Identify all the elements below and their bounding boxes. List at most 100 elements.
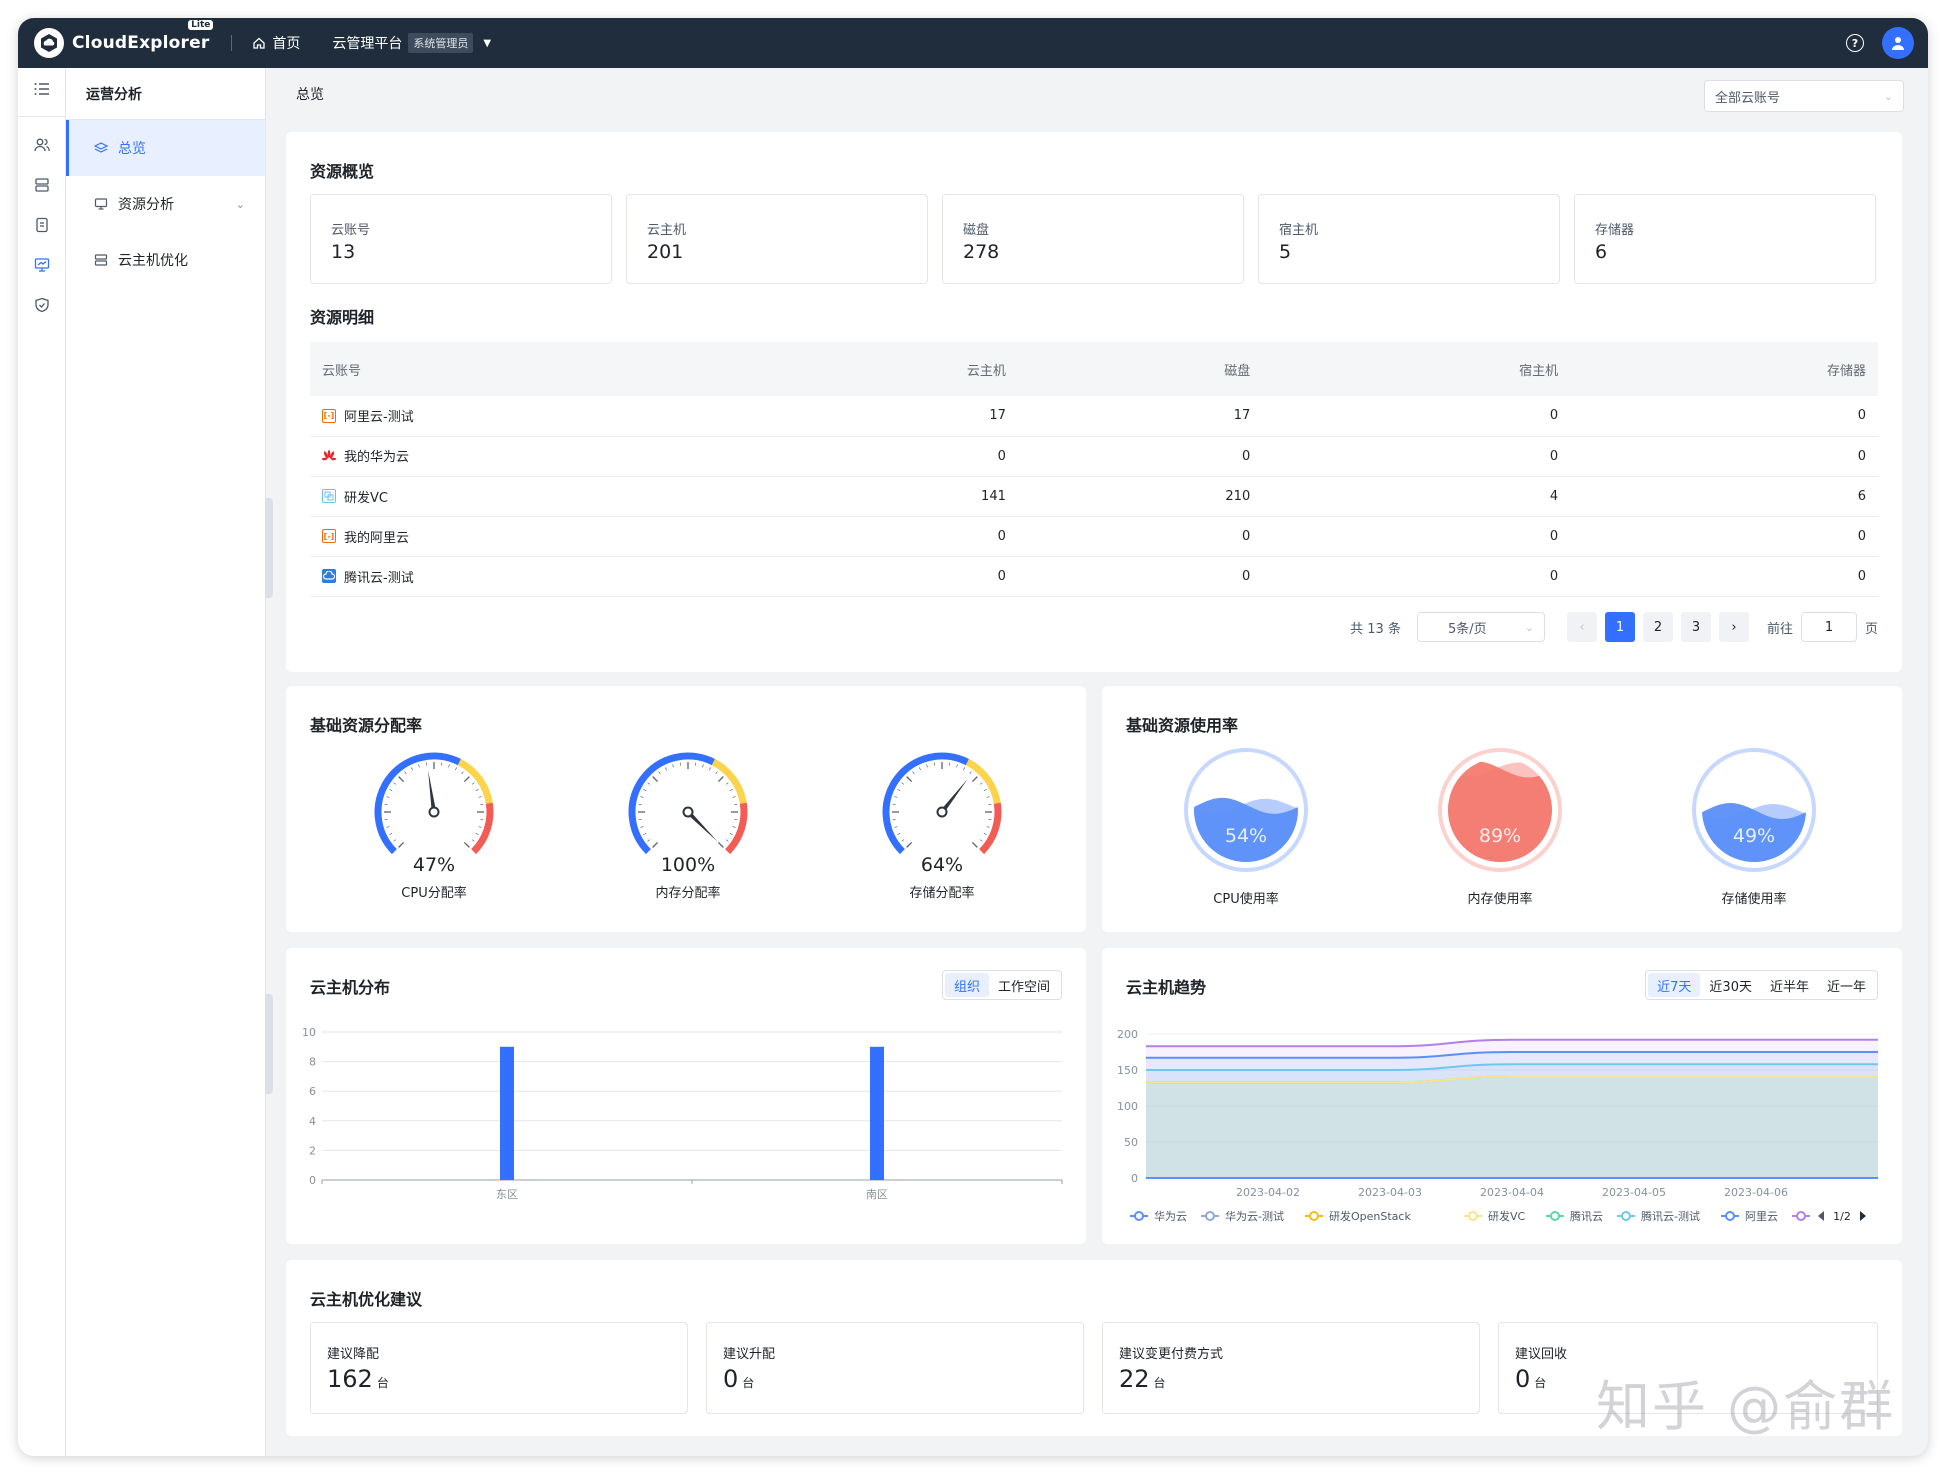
- shield-icon[interactable]: [18, 285, 66, 325]
- user-avatar[interactable]: [1882, 27, 1914, 59]
- server-icon[interactable]: [18, 165, 66, 205]
- cloud-logo-icon: [34, 28, 64, 58]
- legend-item: 研发OpenStack: [1329, 1209, 1411, 1223]
- page-size-select[interactable]: 5条/页 ⌄: [1416, 612, 1545, 642]
- liquid-outer-ring: [1438, 748, 1562, 872]
- page-button-1[interactable]: 1: [1604, 612, 1635, 642]
- tab-workspace[interactable]: 工作空间: [997, 979, 1050, 995]
- tab-one-year[interactable]: 近一年: [1826, 979, 1866, 995]
- liquid-gauge-3: 49%: [1692, 748, 1816, 872]
- gauge-tick: [393, 782, 397, 785]
- sidebar-collapse-handle-lower[interactable]: [265, 994, 273, 1094]
- gauge-tick: [732, 796, 736, 798]
- y-tick-label: 100: [1117, 1100, 1138, 1113]
- sidebar-item-resource-analysis[interactable]: 资源分析 ⌄: [66, 176, 265, 232]
- account-name: 研发VC: [344, 490, 388, 506]
- gauge-tick: [658, 771, 661, 775]
- suggest-label: 建议降配: [327, 1347, 380, 1362]
- col-header-disk[interactable]: 磁盘: [1017, 342, 1263, 396]
- suggest-downgrade[interactable]: 建议降配 162 台: [310, 1322, 688, 1414]
- nav-home-label: 首页: [272, 36, 301, 52]
- series-line: [1146, 1038, 1878, 1048]
- tab-half-year[interactable]: 近半年: [1769, 979, 1809, 995]
- y-tick-label: 4: [309, 1115, 316, 1128]
- analytics-icon[interactable]: [18, 245, 66, 285]
- gauge-tick: [901, 839, 905, 842]
- aliyun-icon: [-]: [322, 408, 336, 423]
- table-row[interactable]: 研发VC 141 210 4 6: [310, 476, 1878, 517]
- chevron-right-icon: ›: [1731, 619, 1737, 635]
- chevron-left-icon: ‹: [1579, 619, 1585, 635]
- gauge-tick: [672, 764, 674, 768]
- users-icon[interactable]: [18, 125, 66, 165]
- gauge-needle: [940, 778, 968, 814]
- gauge-tick: [386, 796, 390, 798]
- cell-host: 0: [1262, 516, 1571, 557]
- area-fill: [1146, 1052, 1878, 1178]
- col-header-vm[interactable]: 云主机: [710, 342, 1018, 396]
- gauge-arc-yellow: [965, 758, 1001, 804]
- chevron-down-icon: ⌄: [1883, 89, 1893, 103]
- table-row[interactable]: 腾讯云-测试 0 0 0 0: [310, 556, 1878, 597]
- platform-role-switcher[interactable]: 云管理平台 系统管理员 ▼: [332, 33, 491, 53]
- vm-trend-card: 云主机趋势 近7天 近30天 近半年 近一年 0 50 100 150 200 2023-…: [1102, 948, 1902, 1244]
- gauge-tick: [455, 767, 458, 771]
- col-header-storage[interactable]: 存储器: [1570, 342, 1878, 396]
- account-select[interactable]: 全部云账号 ⌄: [1704, 80, 1904, 112]
- table-row[interactable]: 我的华为云 0 0 0 0: [310, 436, 1878, 477]
- next-page-button[interactable]: ›: [1718, 612, 1749, 642]
- gauge-tick: [478, 796, 482, 798]
- legend-item: 腾讯云: [1570, 1209, 1603, 1223]
- gauge-tick: [956, 764, 958, 768]
- legend-item: 阿里云: [1745, 1210, 1778, 1223]
- goto-page-input[interactable]: 1: [1800, 612, 1857, 642]
- stat-value: 5: [1279, 241, 1292, 263]
- menu-toggle-icon[interactable]: [18, 68, 66, 110]
- gauge-tick: [475, 788, 479, 791]
- gauge-3: [882, 752, 1002, 855]
- page-button-3[interactable]: 3: [1680, 612, 1711, 642]
- stat-hosts: 宿主机 5: [1258, 194, 1560, 284]
- usage-label: CPU使用率: [1213, 892, 1279, 907]
- tab-7-days[interactable]: 近7天: [1648, 973, 1701, 997]
- tab-organization[interactable]: 组织: [944, 973, 989, 997]
- vm-trend-chart: 0 50 100 150 200 2023-04-02 2023-04-03 2023-04-…: [1117, 1028, 1878, 1223]
- nav-home-link[interactable]: 首页: [252, 33, 300, 53]
- legend-page-indicator: 1/2: [1833, 1210, 1851, 1223]
- gauge-arc-yellow: [711, 758, 747, 804]
- suggest-change-billing[interactable]: 建议变更付费方式 22 台: [1102, 1322, 1480, 1414]
- brand-logo[interactable]: CloudExplorer Lite: [34, 20, 214, 58]
- col-header-account[interactable]: 云账号: [310, 342, 710, 396]
- gauge-tick: [971, 841, 978, 848]
- pagination: 共 13 条 5条/页 ⌄ ‹ 1 2 3 › 前往 1 页: [1350, 612, 1878, 642]
- x-tick-label: 2023-04-05: [1602, 1186, 1666, 1199]
- sidebar-collapse-handle[interactable]: [265, 498, 273, 598]
- account-name: 阿里云-测试: [344, 410, 414, 426]
- sidebar-item-overview[interactable]: 总览: [66, 120, 265, 176]
- gauge-tick: [729, 833, 733, 836]
- liquid-wave: [1448, 761, 1552, 862]
- suggest-unit: 台: [1153, 1376, 1166, 1390]
- sidebar-item-vm-optimize[interactable]: 云主机优化: [66, 232, 265, 288]
- tab-30-days[interactable]: 近30天: [1709, 979, 1752, 995]
- huawei-icon: [322, 449, 336, 463]
- gauge-arc-yellow: [457, 758, 493, 804]
- icon-rail: [18, 68, 66, 1456]
- main-content: 总览 全部云账号 ⌄ 资源概览 云账号 13 云主机 201 磁盘 278 宿主…: [266, 68, 1928, 1456]
- col-header-host[interactable]: 宿主机: [1262, 342, 1571, 396]
- table-row[interactable]: [-] 阿里云-测试 17 17 0 0: [310, 396, 1878, 437]
- stat-value: 6: [1595, 241, 1608, 263]
- document-icon[interactable]: [18, 205, 66, 245]
- suggest-value-wrap: 162 台: [327, 1365, 389, 1393]
- suggest-unit: 台: [1534, 1376, 1547, 1390]
- prev-page-button[interactable]: ‹: [1566, 612, 1597, 642]
- page-button-2[interactable]: 2: [1642, 612, 1673, 642]
- help-icon[interactable]: ?: [1846, 34, 1864, 52]
- gauge-tick: [897, 788, 901, 791]
- vm-distribution-chart: 0 2 4 6 8 10 东区 南区: [302, 1026, 1063, 1201]
- allocation-gauges: [374, 752, 1002, 855]
- table-row[interactable]: [-] 我的阿里云 0 0 0 0: [310, 516, 1878, 557]
- y-tick-label: 0: [1131, 1172, 1138, 1185]
